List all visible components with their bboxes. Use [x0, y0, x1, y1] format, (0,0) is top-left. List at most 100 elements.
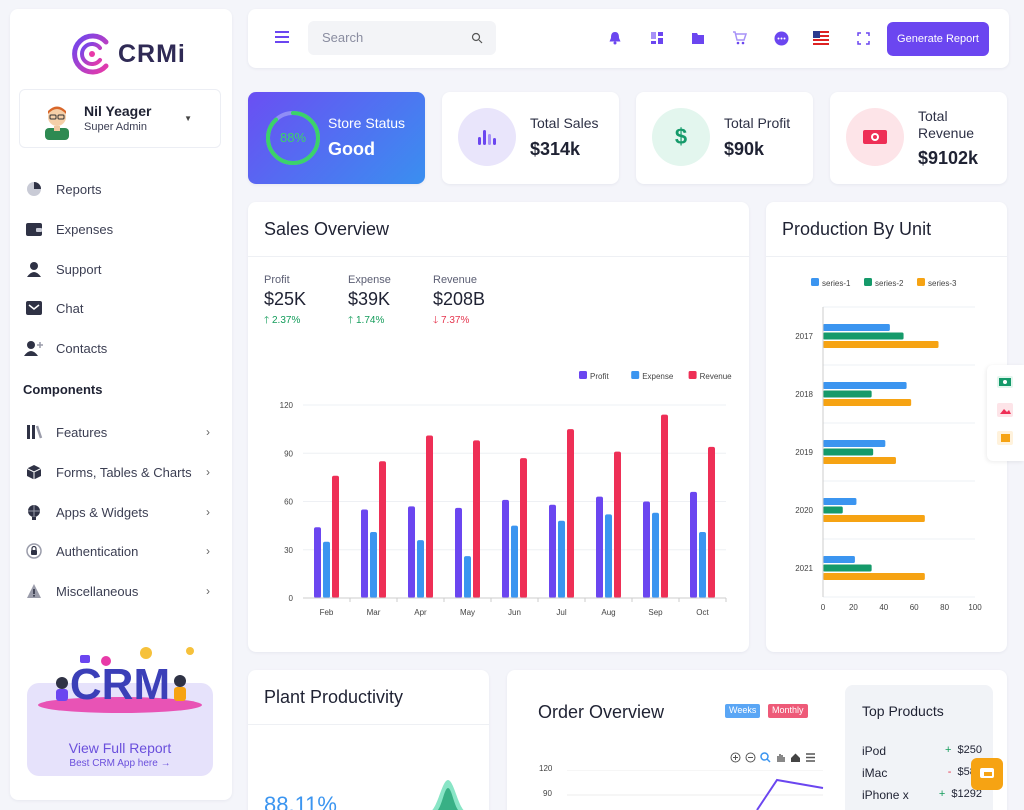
- monthly-tab[interactable]: Monthly: [768, 704, 808, 718]
- zoom-in-icon[interactable]: [730, 750, 741, 768]
- x-tick-label: Jun: [508, 608, 521, 617]
- nav-item-expenses[interactable]: Expenses: [24, 217, 220, 241]
- nav-label: Expenses: [56, 221, 114, 237]
- brand-logo[interactable]: CRMi: [70, 32, 186, 76]
- nav-item-miscellaneous[interactable]: Miscellaneous ›: [24, 579, 220, 603]
- user-profile-dropdown[interactable]: Nil Yeager Super Admin ▼: [19, 89, 221, 148]
- production-hbar-chart: series-1 series-2 series-32017201820192020…: [795, 278, 982, 612]
- cash-icon: [846, 108, 904, 166]
- y-tick-label: 90: [284, 449, 293, 458]
- product-row[interactable]: iPod + $250: [862, 744, 982, 758]
- bar-profit: [314, 527, 321, 598]
- bar-series-1: [823, 440, 886, 447]
- magnify-icon[interactable]: [760, 750, 771, 768]
- chat-bubble-icon: [980, 768, 994, 778]
- image-icon[interactable]: [997, 403, 1013, 422]
- bar-chart-icon: [458, 108, 516, 166]
- apps-grid-icon[interactable]: [648, 29, 666, 47]
- zoom-out-icon[interactable]: [745, 750, 756, 768]
- generate-report-button[interactable]: Generate Report: [887, 22, 989, 56]
- us-flag-icon[interactable]: [812, 29, 830, 47]
- search-input[interactable]: Search: [308, 21, 496, 55]
- bar-revenue: [379, 461, 386, 598]
- bar-profit: [643, 501, 650, 598]
- lock-icon: [24, 541, 44, 561]
- order-ytick: 90: [543, 789, 552, 798]
- metric-delta: 🡓 7.37%: [433, 315, 470, 326]
- bar-series-3: [823, 573, 925, 580]
- bar-revenue: [661, 414, 668, 598]
- product-row[interactable]: iPhone x + $1292: [862, 788, 982, 802]
- nav-label: Support: [56, 261, 102, 277]
- legend-swatch: [688, 371, 697, 379]
- metric-value: $39K: [348, 289, 391, 309]
- hamburger-menu-icon[interactable]: [275, 30, 291, 44]
- caret-down-icon[interactable]: ▼: [184, 114, 192, 123]
- nav-item-contacts[interactable]: Contacts: [24, 336, 220, 360]
- top-products-card: Top Products iPod + $250 iMac - $589 iPh…: [845, 685, 993, 810]
- top-header: Search Generate Report: [248, 9, 1009, 68]
- search-icon[interactable]: [471, 31, 483, 49]
- nav-label: Forms, Tables & Charts: [56, 464, 192, 480]
- brand-name: CRMi: [118, 39, 186, 68]
- home-icon[interactable]: [790, 750, 801, 768]
- pan-hand-icon[interactable]: [775, 750, 786, 768]
- warning-icon: [24, 581, 44, 601]
- divider: [248, 256, 749, 257]
- nav-item-features[interactable]: Features ›: [24, 420, 220, 444]
- bar-series-2: [823, 448, 874, 456]
- legend-label: Revenue: [700, 372, 733, 381]
- nav-item-authentication[interactable]: Authentication ›: [24, 539, 220, 563]
- nav-item-forms-tables-charts[interactable]: Forms, Tables & Charts ›: [24, 460, 220, 484]
- menu-icon[interactable]: [805, 750, 816, 768]
- promo-link[interactable]: Best CRM App here →: [69, 758, 171, 769]
- metric-label: Expense: [348, 274, 391, 286]
- money-icon[interactable]: [997, 375, 1013, 393]
- nav-item-apps-widgets[interactable]: Apps & Widgets ›: [24, 500, 220, 524]
- nav-item-chat[interactable]: Chat: [24, 296, 220, 320]
- product-row[interactable]: iMac - $589: [862, 766, 982, 780]
- plant-productivity-panel: Plant Productivity 88.11%: [248, 670, 489, 810]
- x-tick-label: Feb: [320, 608, 334, 617]
- promo-title: View Full Report: [68, 740, 172, 756]
- nav-label: Features: [56, 424, 108, 440]
- divider: [248, 724, 489, 725]
- bar-series-1: [823, 382, 907, 389]
- folder-icon[interactable]: [689, 29, 707, 47]
- bar-revenue: [708, 446, 715, 598]
- bell-icon[interactable]: [606, 29, 624, 47]
- legend-swatch: [579, 371, 587, 379]
- cart-icon[interactable]: [730, 29, 748, 47]
- y-tick-label: 120: [280, 401, 294, 410]
- bar-series-2: [823, 390, 872, 398]
- weeks-tab[interactable]: Weeks: [725, 704, 761, 718]
- x-tick-label: Sep: [648, 608, 663, 617]
- legend-swatch: [917, 278, 925, 286]
- x-tick-label: 20: [849, 603, 858, 612]
- bar-series-3: [823, 515, 925, 522]
- product-name: iMac: [862, 766, 888, 780]
- nav-label: Apps & Widgets: [56, 504, 149, 520]
- user-name: Nil Yeager: [84, 103, 152, 119]
- bar-revenue: [473, 440, 480, 598]
- legend-label: series-3: [928, 279, 957, 288]
- fullscreen-icon[interactable]: [854, 29, 872, 47]
- floating-cart-button[interactable]: [971, 758, 1003, 790]
- layers-icon[interactable]: [997, 431, 1013, 450]
- store-progress-ring: [266, 111, 320, 165]
- side-toolbar: [987, 365, 1024, 461]
- legend-swatch: [631, 371, 640, 379]
- nav-item-reports[interactable]: Reports: [24, 177, 220, 201]
- plant-area-chart: [432, 780, 464, 810]
- legend-label: Profit: [590, 372, 609, 381]
- avatar: [45, 106, 69, 140]
- product-value: + $250: [944, 744, 982, 756]
- bar-profit: [361, 509, 368, 598]
- message-icon[interactable]: [772, 29, 790, 47]
- promo-illustration: CRM: [38, 647, 202, 713]
- metric-label: Profit: [264, 274, 290, 286]
- nav-item-support[interactable]: Support: [24, 257, 220, 281]
- cube-icon: [24, 462, 44, 482]
- x-tick-label: Jul: [556, 608, 566, 617]
- x-tick-label: 80: [940, 603, 949, 612]
